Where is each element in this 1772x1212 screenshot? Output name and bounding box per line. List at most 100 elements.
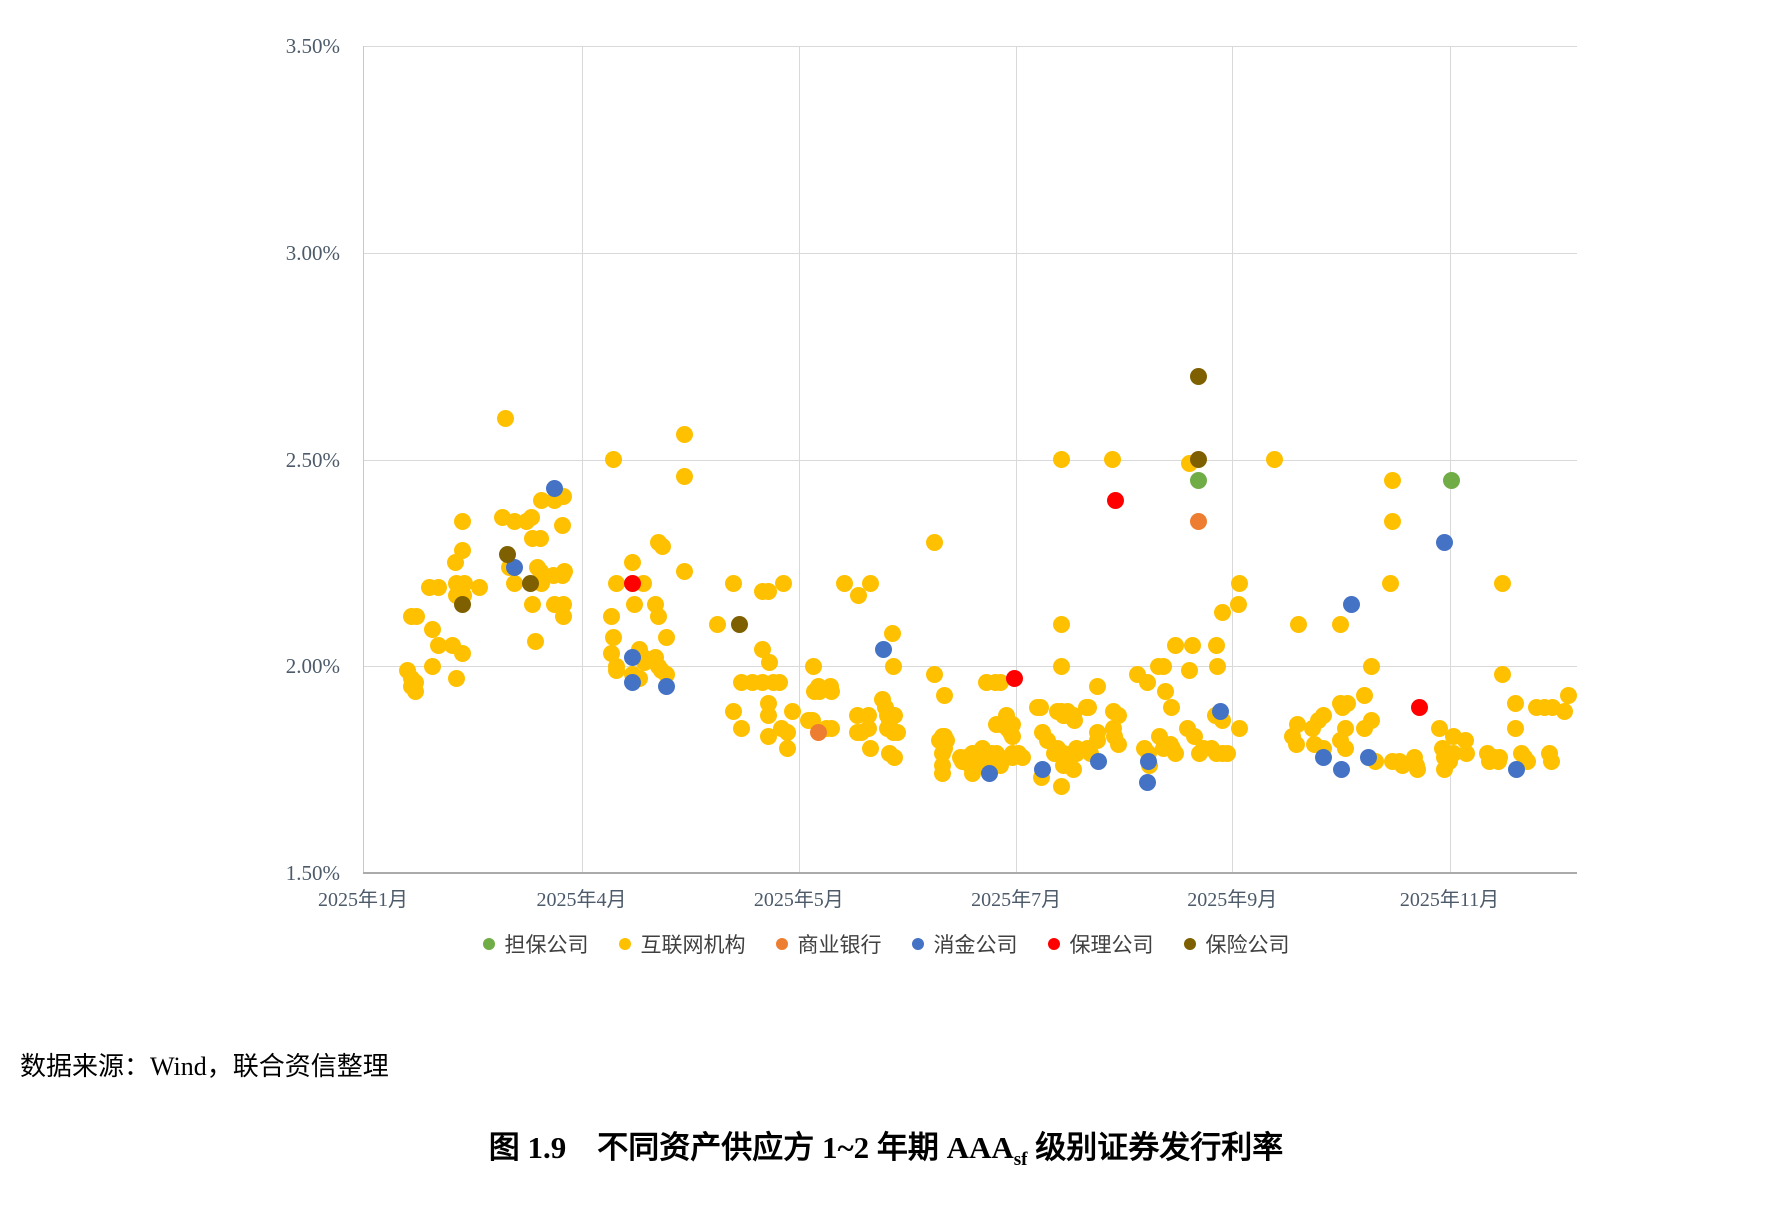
data-point [1363, 657, 1381, 675]
data-point [883, 624, 901, 642]
data-point [1506, 694, 1524, 712]
gridline-h [363, 252, 1577, 254]
data-point [1218, 744, 1236, 762]
data-point [1356, 686, 1374, 704]
legend-swatch-icon [775, 938, 788, 950]
data-point [1166, 744, 1184, 762]
legend-label: 消金公司 [933, 933, 1018, 957]
data-point [759, 707, 777, 725]
data-point [649, 608, 667, 626]
data-point [608, 575, 626, 593]
data-point [724, 703, 742, 721]
data-point [724, 575, 742, 593]
data-point [454, 513, 472, 531]
legend-item: 保险公司 [1183, 929, 1290, 959]
data-point [554, 608, 572, 626]
data-point [963, 765, 981, 783]
data-point [531, 529, 549, 547]
legend-label: 担保公司 [504, 933, 589, 957]
legend-swatch-icon [482, 938, 495, 950]
data-point [1156, 682, 1174, 700]
data-point [429, 637, 447, 655]
y-tick-label: 1.50% [285, 861, 340, 885]
data-point [730, 616, 748, 634]
data-point [886, 748, 904, 766]
legend-item: 保理公司 [1047, 929, 1154, 959]
legend-label: 商业银行 [797, 933, 882, 957]
x-tick-label: 2025年4月 [536, 889, 627, 911]
data-point [1209, 657, 1227, 675]
data-point [849, 587, 867, 605]
data-point [774, 575, 792, 593]
data-point [1029, 699, 1047, 717]
gridline-v [1016, 46, 1018, 873]
data-point [1189, 513, 1207, 531]
caption-subscript: sf [1013, 1149, 1028, 1171]
data-point [1189, 451, 1207, 468]
legend-swatch-icon [911, 938, 924, 950]
data-point [861, 575, 879, 593]
data-point [506, 575, 524, 593]
data-point [1489, 752, 1507, 770]
data-point [406, 682, 424, 700]
data-point [761, 653, 779, 671]
data-point [1103, 451, 1121, 468]
data-point [1383, 513, 1401, 531]
x-tick-label: 2025年11月 [1399, 889, 1500, 911]
data-point [526, 632, 544, 650]
data-point [1359, 748, 1377, 766]
legend-swatch-icon [618, 938, 631, 950]
data-point [888, 723, 906, 741]
data-point [471, 579, 489, 597]
data-point [624, 674, 641, 692]
data-point [1494, 666, 1512, 684]
data-point [1214, 603, 1231, 621]
data-point [454, 645, 472, 663]
data-point [926, 533, 944, 551]
data-point [423, 620, 441, 638]
data-point [991, 674, 1009, 692]
legend: 担保公司 互联网机构 商业银行 消金公司 保理公司 保险公司 [0, 929, 1772, 959]
data-point [1288, 736, 1306, 754]
data-point [624, 554, 641, 572]
gridline-v [1449, 46, 1451, 873]
data-point [708, 616, 726, 634]
data-point [1314, 707, 1332, 725]
data-point [603, 608, 621, 626]
data-point [936, 686, 953, 704]
y-tick-label: 3.00% [285, 240, 340, 265]
data-point [1139, 752, 1157, 770]
data-point [1443, 471, 1461, 489]
data-point [1342, 595, 1360, 613]
data-point [926, 666, 944, 684]
data-point [1068, 740, 1086, 758]
data-point [1560, 686, 1577, 704]
data-point [1494, 575, 1512, 593]
y-tick-label: 2.00% [285, 654, 340, 679]
data-point [1314, 748, 1332, 766]
legend-item: 互联网机构 [618, 929, 746, 959]
data-point [759, 728, 777, 746]
data-point [496, 409, 514, 427]
legend-label: 保理公司 [1069, 933, 1154, 957]
data-point [770, 674, 788, 692]
data-point [1006, 670, 1024, 688]
data-point [1189, 368, 1207, 386]
data-point [676, 467, 694, 485]
data-point [654, 537, 672, 555]
data-point [1052, 657, 1070, 675]
gridline-h [363, 459, 1577, 461]
data-point [1331, 616, 1349, 634]
data-point [997, 707, 1015, 725]
data-point [1229, 595, 1247, 613]
data-point [1138, 773, 1156, 791]
data-point [1003, 728, 1021, 746]
data-point [1231, 575, 1248, 593]
data-point [1436, 761, 1454, 779]
data-point [1332, 761, 1350, 779]
data-point [784, 703, 802, 721]
data-point [556, 562, 574, 580]
data-point [1090, 752, 1108, 770]
data-point [1034, 761, 1052, 779]
